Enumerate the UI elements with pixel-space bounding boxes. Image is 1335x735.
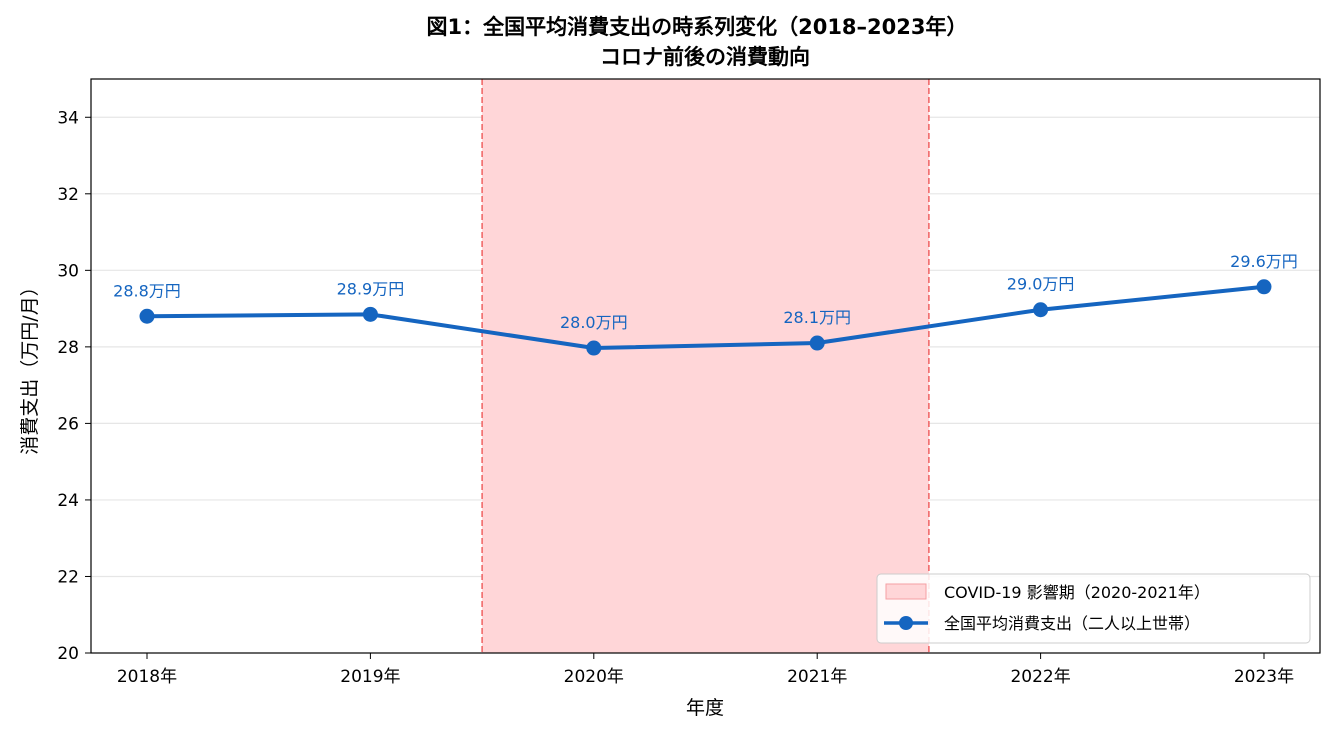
x-tick-label: 2022年 (1010, 667, 1070, 687)
data-labels: 28.8万円 28.9万円 28.0万円 28.1万円 29.0万円 29.6万円 (113, 252, 1298, 332)
data-point (809, 335, 825, 351)
data-point (1256, 279, 1272, 295)
y-tick-label: 24 (57, 491, 79, 511)
data-point (586, 340, 602, 356)
x-axis-ticks: 2018年 2019年 2020年 2021年 2022年 2023年 (117, 653, 1294, 687)
series-line (146, 284, 1265, 351)
data-label: 28.1万円 (783, 308, 851, 327)
data-point (1033, 302, 1049, 318)
y-tick-label: 30 (57, 261, 79, 281)
y-axis-label: 消費支出（万円/月） (19, 277, 41, 454)
data-point (139, 308, 155, 324)
y-tick-label: 26 (57, 414, 79, 434)
legend-box (876, 573, 1311, 644)
legend-series-marker (899, 616, 913, 630)
data-label: 28.8万円 (113, 281, 181, 300)
series-polyline (146, 284, 1265, 351)
y-tick-label: 28 (57, 338, 79, 358)
y-tick-label: 34 (57, 108, 79, 128)
series-points (139, 279, 1272, 356)
x-tick-label: 2020年 (564, 667, 624, 687)
x-axis-label: 年度 (686, 697, 724, 719)
x-tick-label: 2023年 (1234, 667, 1294, 687)
x-tick-label: 2021年 (787, 667, 847, 687)
y-tick-label: 22 (57, 567, 79, 587)
chart-subtitle: コロナ前後の消費動向 (600, 45, 810, 69)
data-label: 29.6万円 (1230, 252, 1298, 271)
x-tick-label: 2018年 (117, 667, 177, 687)
covid-shade-rect (482, 79, 929, 653)
legend-shade-swatch (885, 583, 927, 600)
y-tick-label: 20 (57, 644, 79, 664)
data-label: 28.0万円 (560, 313, 628, 332)
legend-series-label: 全国平均消費支出（二人以上世帯） (944, 614, 1200, 633)
y-tick-label: 32 (57, 185, 79, 205)
plot-frame (90, 78, 1321, 654)
data-point (362, 306, 378, 322)
covid-shaded-region (481, 79, 930, 653)
y-axis-ticks: 20 22 24 26 28 30 32 34 (57, 108, 91, 664)
chart-title: 図1：全国平均消費支出の時系列変化（2018–2023年） (426, 15, 967, 39)
legend: COVID-19 影響期（2020-2021年） 全国平均消費支出（二人以上世帯… (876, 573, 1311, 644)
x-tick-label: 2019年 (340, 667, 400, 687)
legend-shade-label: COVID-19 影響期（2020-2021年） (944, 583, 1210, 602)
data-label: 28.9万円 (337, 279, 405, 298)
data-label: 29.0万円 (1007, 275, 1075, 294)
